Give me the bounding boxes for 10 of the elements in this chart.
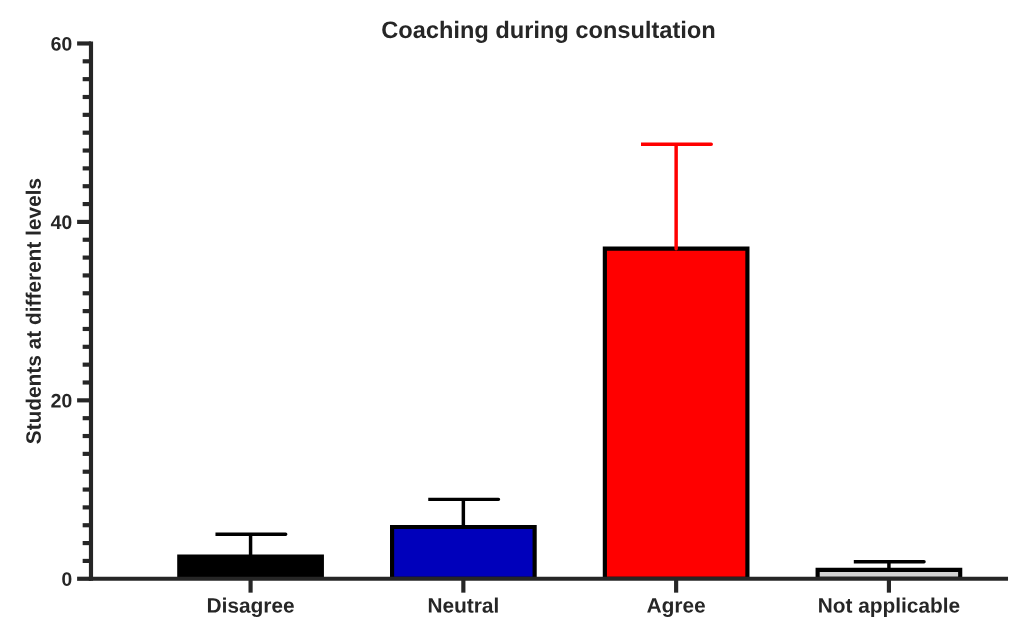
y-axis-title: Students at different levels bbox=[25, 178, 41, 444]
chart-title: Coaching during consultation bbox=[382, 20, 715, 43]
y-tick-label: 0 bbox=[62, 572, 72, 587]
x-tick-label: Neutral bbox=[428, 597, 498, 613]
x-tick-label: Not applicable bbox=[819, 597, 960, 617]
y-tick-label: 20 bbox=[51, 393, 72, 408]
y-tick-label: 40 bbox=[50, 215, 72, 230]
x-tick-label: Disagree bbox=[207, 597, 294, 618]
y-tick-label: 60 bbox=[51, 36, 72, 51]
x-tick-label: Agree bbox=[647, 598, 705, 617]
